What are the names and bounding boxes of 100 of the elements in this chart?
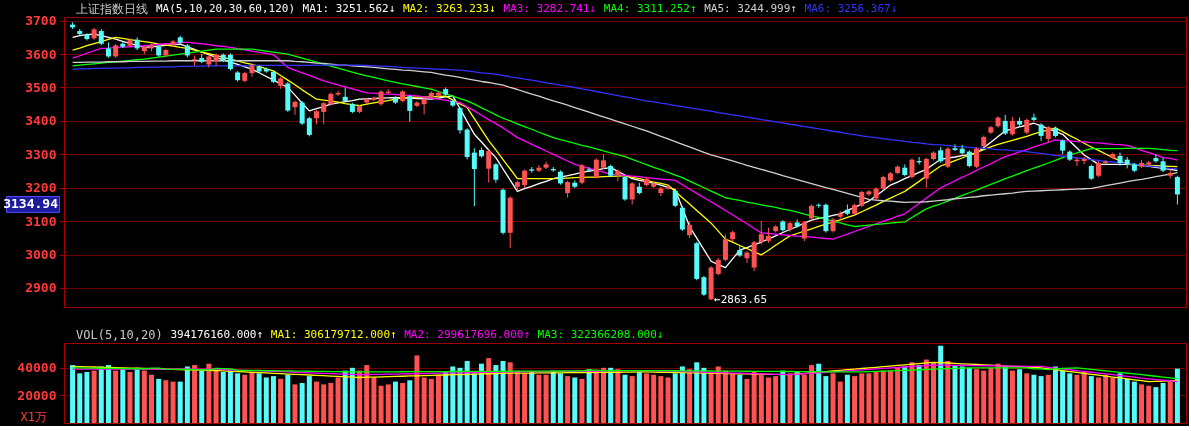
bar: [679, 366, 685, 423]
candlestick: [758, 220, 764, 246]
bar: [479, 363, 485, 423]
bar: [615, 369, 621, 423]
bar: [98, 366, 104, 423]
candlestick: [522, 168, 528, 189]
bar: [1110, 377, 1116, 423]
bar: [773, 376, 779, 423]
bar: [1153, 387, 1159, 423]
bar: [486, 358, 492, 423]
bar: [450, 366, 456, 423]
bar: [299, 383, 305, 423]
bar: [1131, 381, 1137, 423]
y-tick-label: 3400: [25, 113, 57, 129]
candlestick: [213, 52, 219, 67]
bar: [852, 376, 858, 423]
chart-title: VOL(5,10,20): [76, 328, 163, 342]
bar: [629, 376, 635, 423]
bar: [493, 365, 499, 423]
bar: [694, 362, 700, 423]
candlestick: [249, 63, 255, 78]
candlestick: [701, 275, 707, 297]
bar: [120, 369, 126, 423]
bar: [84, 371, 90, 423]
bar: [199, 370, 205, 423]
bar: [1081, 371, 1087, 423]
bar: [844, 374, 850, 423]
bar: [170, 381, 176, 423]
bar: [428, 378, 434, 423]
text: MA5: 3244.999↑: [704, 2, 797, 15]
bar: [177, 381, 183, 423]
bar: [658, 376, 664, 423]
bar: [952, 365, 958, 423]
bar: [328, 383, 334, 423]
bar: [529, 371, 535, 423]
bar: [1017, 369, 1023, 423]
candlestick: [945, 146, 951, 169]
candlestick: [622, 175, 628, 202]
candlestick: [586, 166, 592, 173]
bar: [70, 365, 76, 423]
bar: [1167, 381, 1173, 423]
chart-title: 上证指数日线: [76, 2, 148, 16]
bar: [400, 383, 406, 423]
bar: [902, 366, 908, 423]
text: MA4: 3311.252↑: [603, 2, 697, 15]
bar: [665, 377, 671, 423]
candlestick: [471, 147, 477, 207]
candlestick: [1081, 156, 1087, 165]
bar: [141, 370, 147, 423]
y-tick-label: 3200: [25, 180, 57, 196]
text: MA3: 322366208.000↓: [537, 328, 664, 341]
bar: [565, 376, 571, 423]
bar: [1067, 373, 1073, 423]
bar: [550, 370, 556, 423]
candlestick: [629, 181, 635, 205]
bar: [149, 374, 154, 423]
bar: [1002, 366, 1008, 423]
bar: [335, 377, 341, 423]
bar: [306, 376, 312, 423]
y-tick-label: 3700: [25, 13, 57, 29]
bar: [522, 373, 528, 423]
bar: [321, 384, 327, 423]
bar: [184, 366, 190, 423]
bar: [457, 367, 463, 423]
bar: [1124, 378, 1130, 423]
bar: [500, 360, 506, 423]
candlestick: [421, 97, 427, 115]
bar: [945, 360, 951, 423]
bar: [235, 373, 241, 423]
bar: [794, 371, 800, 423]
bar: [278, 378, 284, 423]
bar: [227, 370, 233, 423]
bar: [1045, 374, 1051, 423]
candlestick: [722, 234, 728, 262]
bar: [342, 370, 348, 423]
bar: [349, 367, 355, 423]
candlestick: [679, 205, 685, 232]
bar: [837, 381, 843, 423]
bar: [780, 370, 786, 423]
bar: [1096, 377, 1101, 423]
bar: [866, 373, 872, 423]
bar: [715, 366, 721, 423]
bar: [242, 374, 248, 423]
bar: [1160, 383, 1166, 423]
candlestick: [909, 157, 915, 179]
candlestick: [299, 100, 305, 126]
bar: [464, 360, 470, 423]
bar: [292, 384, 298, 423]
bar: [600, 367, 606, 423]
bar: [988, 367, 994, 423]
bar: [435, 374, 441, 423]
candlestick: [335, 90, 341, 97]
bar: [536, 374, 542, 423]
line-series: [71, 64, 1179, 170]
bar: [608, 367, 614, 423]
bar: [830, 373, 836, 423]
y-axis-title: X1万: [20, 409, 47, 424]
bar: [787, 373, 793, 423]
bar: [916, 365, 922, 423]
bar: [256, 373, 262, 423]
